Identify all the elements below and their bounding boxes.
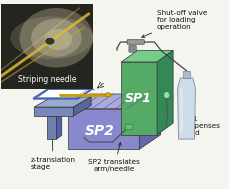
Text: SP2 translates
arm/needle: SP2 translates arm/needle: [88, 143, 140, 173]
FancyBboxPatch shape: [182, 71, 189, 78]
Polygon shape: [180, 88, 182, 132]
Text: SP1
dispenses
fluid: SP1 dispenses fluid: [181, 109, 220, 136]
Polygon shape: [139, 94, 160, 149]
Polygon shape: [34, 97, 91, 107]
Polygon shape: [59, 94, 62, 96]
Polygon shape: [156, 50, 172, 135]
Polygon shape: [73, 97, 91, 116]
Polygon shape: [34, 107, 73, 116]
FancyBboxPatch shape: [127, 40, 144, 44]
Circle shape: [105, 93, 110, 97]
FancyBboxPatch shape: [125, 124, 132, 129]
Text: z-translation
stage: z-translation stage: [30, 125, 75, 170]
Polygon shape: [47, 112, 61, 116]
Polygon shape: [68, 108, 139, 149]
Polygon shape: [121, 50, 172, 62]
Ellipse shape: [31, 19, 81, 57]
Polygon shape: [68, 94, 160, 108]
Text: SP2: SP2: [85, 124, 114, 138]
Polygon shape: [47, 116, 56, 139]
Polygon shape: [121, 62, 156, 135]
Polygon shape: [56, 112, 61, 139]
Text: Striping needle: Striping needle: [18, 75, 76, 84]
Polygon shape: [38, 88, 89, 98]
Ellipse shape: [10, 17, 93, 59]
Text: Shut-off valve
for loading
operation: Shut-off valve for loading operation: [141, 10, 207, 37]
Polygon shape: [177, 78, 195, 139]
Ellipse shape: [163, 91, 169, 99]
Ellipse shape: [44, 29, 72, 50]
Ellipse shape: [46, 38, 54, 44]
Ellipse shape: [19, 8, 93, 68]
FancyBboxPatch shape: [128, 46, 136, 52]
Text: SP1: SP1: [124, 92, 151, 105]
